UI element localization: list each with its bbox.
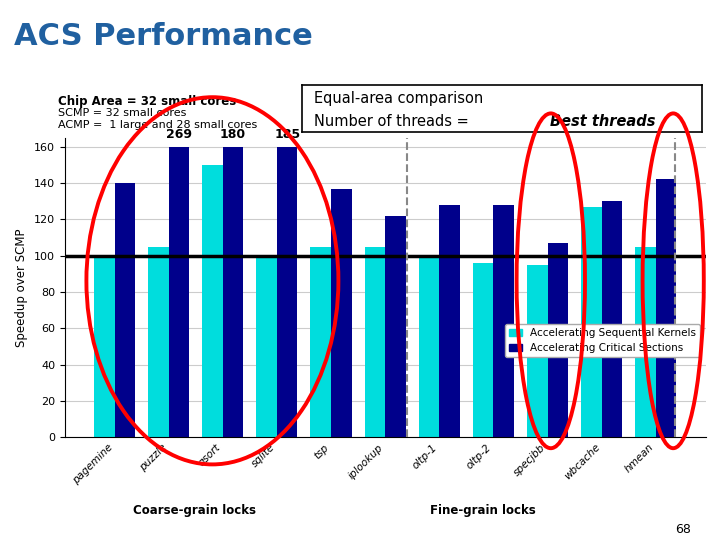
Text: Coarse-grain locks: Coarse-grain locks [133, 504, 256, 517]
Bar [256, 256, 277, 437]
Bar [385, 216, 406, 437]
Bar [419, 256, 439, 437]
Legend: Accelerating Sequential Kernels, Accelerating Critical Sections: Accelerating Sequential Kernels, Acceler… [505, 323, 701, 357]
Bar [331, 188, 351, 437]
Bar [114, 183, 135, 437]
Text: ACMP =  1 large and 28 small cores: ACMP = 1 large and 28 small cores [58, 120, 257, 130]
Bar [148, 247, 168, 437]
Text: ACS Performance: ACS Performance [14, 22, 313, 51]
Bar [202, 165, 222, 437]
Text: Equal-area comparison: Equal-area comparison [315, 91, 484, 106]
Bar [527, 265, 548, 437]
Text: 180: 180 [220, 129, 246, 141]
Bar [277, 147, 297, 437]
Text: 269: 269 [166, 129, 192, 141]
Bar [168, 147, 189, 437]
Bar [310, 247, 331, 437]
Text: 68: 68 [675, 523, 691, 536]
Bar [493, 205, 514, 437]
Text: Best threads: Best threads [550, 114, 656, 130]
Bar [364, 247, 385, 437]
Bar [94, 256, 114, 437]
Bar [602, 201, 622, 437]
Bar [656, 179, 677, 437]
Text: Chip Area = 32 small cores: Chip Area = 32 small cores [58, 94, 236, 107]
Y-axis label: Speedup over SCMP: Speedup over SCMP [15, 228, 28, 347]
Bar [439, 205, 460, 437]
Text: 185: 185 [274, 129, 300, 141]
Text: Fine-grain locks: Fine-grain locks [430, 504, 535, 517]
Bar [473, 263, 493, 437]
Bar [222, 147, 243, 437]
Bar [548, 243, 568, 437]
Text: SCMP = 32 small cores: SCMP = 32 small cores [58, 108, 186, 118]
Bar [581, 207, 602, 437]
Text: Number of threads =: Number of threads = [315, 114, 474, 130]
Bar [635, 247, 656, 437]
